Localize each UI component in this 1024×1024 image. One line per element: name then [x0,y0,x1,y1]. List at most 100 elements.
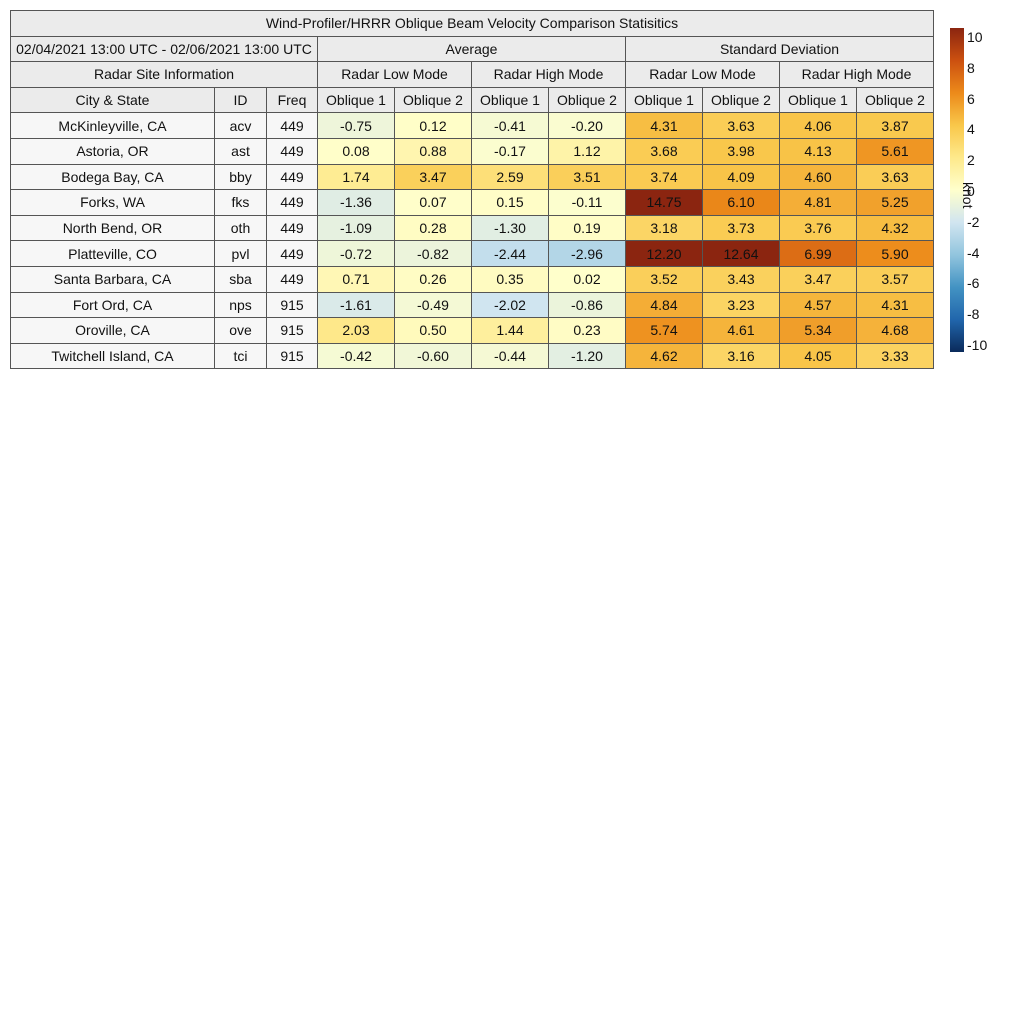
cell-std-low-oblique-1: 3.18 [625,214,703,242]
std-low-mode-header: Radar Low Mode [625,61,780,88]
site-freq: 915 [266,342,318,370]
cell-std-high-oblique-2: 5.90 [856,240,934,267]
cell-avg-low-oblique-1: -0.72 [317,240,395,267]
colorbar-unit-label: knot [960,182,976,209]
avg-low-mode-header: Radar Low Mode [317,61,472,88]
colorbar-tick-label: -6 [967,275,980,292]
cell-avg-high-oblique-2: 0.23 [548,317,626,344]
cell-avg-low-oblique-1: -1.61 [317,291,395,319]
cell-std-low-oblique-1: 4.84 [625,291,703,319]
site-freq: 449 [266,163,318,191]
site-freq: 449 [266,265,318,293]
cell-std-low-oblique-1: 3.68 [625,137,703,165]
table-row: North Bend, OR oth 449 -1.09 0.28 -1.30 0.19 3.… [10,214,934,242]
cell-std-high-oblique-2: 3.63 [856,163,934,191]
col-header-freq: Freq [266,86,318,114]
site-freq: 915 [266,317,318,344]
cell-std-high-oblique-2: 5.25 [856,189,934,216]
cell-std-high-oblique-2: 4.31 [856,291,934,319]
table-row: Twitchell Island, CA tci 915 -0.42 -0.60 -0.4… [10,342,934,370]
cell-std-high-oblique-2: 3.57 [856,265,934,293]
cell-std-low-oblique-1: 4.62 [625,342,703,370]
cell-std-high-oblique-2: 3.87 [856,112,934,139]
cell-std-high-oblique-1: 3.47 [779,265,857,293]
colorbar-tick-label: 10 [967,29,983,45]
cell-std-low-oblique-2: 12.64 [702,240,780,267]
cell-avg-low-oblique-2: 0.26 [394,265,472,293]
cell-avg-high-oblique-1: 2.59 [471,163,549,191]
cell-avg-low-oblique-1: 0.71 [317,265,395,293]
cell-std-high-oblique-1: 4.81 [779,189,857,216]
site-info-header: Radar Site Information [10,61,318,88]
cell-avg-low-oblique-1: 0.08 [317,137,395,165]
cell-avg-high-oblique-2: -1.20 [548,342,626,370]
cell-avg-high-oblique-2: -2.96 [548,240,626,267]
col-header-std-high-oblique-1: Oblique 1 [779,86,857,114]
cell-avg-low-oblique-2: 3.47 [394,163,472,191]
table-title: Wind-Profiler/HRRR Oblique Beam Velocity… [10,10,934,37]
cell-avg-high-oblique-2: 0.19 [548,214,626,242]
cell-avg-high-oblique-1: 1.44 [471,317,549,344]
col-header-id: ID [214,86,267,114]
cell-std-low-oblique-2: 6.10 [702,189,780,216]
table-row: Bodega Bay, CA bby 449 1.74 3.47 2.59 3.51 3.74… [10,163,934,191]
cell-std-low-oblique-2: 3.63 [702,112,780,139]
cell-avg-high-oblique-1: 0.15 [471,189,549,216]
cell-avg-high-oblique-2: 1.12 [548,137,626,165]
colorbar-tick-label: 6 [967,90,975,107]
cell-std-low-oblique-2: 3.43 [702,265,780,293]
cell-avg-low-oblique-2: 0.12 [394,112,472,139]
cell-avg-high-oblique-1: -0.17 [471,137,549,165]
cell-std-high-oblique-1: 4.06 [779,112,857,139]
colorbar-tick-label: -4 [967,244,980,261]
avg-high-mode-header: Radar High Mode [471,61,626,88]
cell-avg-high-oblique-1: -2.44 [471,240,549,267]
table-row: Oroville, CA ove 915 2.03 0.50 1.44 0.23 5.74 4.… [10,317,934,344]
table-row: Santa Barbara, CA sba 449 0.71 0.26 0.35 0.02 3… [10,265,934,293]
cell-std-high-oblique-2: 4.68 [856,317,934,344]
site-id: ove [214,317,267,344]
cell-std-low-oblique-1: 4.31 [625,112,703,139]
cell-std-high-oblique-1: 4.05 [779,342,857,370]
cell-std-high-oblique-2: 4.32 [856,214,934,242]
site-freq: 449 [266,189,318,216]
cell-avg-low-oblique-2: 0.88 [394,137,472,165]
site-city: North Bend, OR [10,214,215,242]
colorbar [950,28,964,352]
col-header-avg-low-oblique-2: Oblique 2 [394,86,472,114]
cell-avg-high-oblique-2: -0.20 [548,112,626,139]
site-freq: 449 [266,240,318,267]
cell-avg-low-oblique-1: -1.09 [317,214,395,242]
cell-avg-high-oblique-1: -0.44 [471,342,549,370]
cell-avg-low-oblique-1: -1.36 [317,189,395,216]
cell-avg-high-oblique-2: -0.11 [548,189,626,216]
cell-avg-high-oblique-2: 0.02 [548,265,626,293]
site-id: sba [214,265,267,293]
date-range: 02/04/2021 13:00 UTC - 02/06/2021 13:00 … [10,35,318,63]
cell-avg-low-oblique-2: 0.50 [394,317,472,344]
cell-std-low-oblique-2: 3.98 [702,137,780,165]
site-freq: 449 [266,112,318,139]
table-row: Platteville, CO pvl 449 -0.72 -0.82 -2.44 -2.9… [10,240,934,267]
site-city: McKinleyville, CA [10,112,215,139]
cell-std-low-oblique-1: 3.74 [625,163,703,191]
site-city: Fort Ord, CA [10,291,215,319]
site-city: Santa Barbara, CA [10,265,215,293]
site-city: Platteville, CO [10,240,215,267]
cell-std-high-oblique-1: 3.76 [779,214,857,242]
cell-avg-low-oblique-1: 2.03 [317,317,395,344]
site-city: Twitchell Island, CA [10,342,215,370]
site-city: Astoria, OR [10,137,215,165]
cell-avg-high-oblique-2: -0.86 [548,291,626,319]
cell-avg-low-oblique-2: -0.60 [394,342,472,370]
cell-std-high-oblique-1: 4.57 [779,291,857,319]
average-header: Average [317,35,626,63]
cell-std-high-oblique-1: 4.60 [779,163,857,191]
site-id: tci [214,342,267,370]
col-header-avg-high-oblique-1: Oblique 1 [471,86,549,114]
cell-avg-low-oblique-1: -0.75 [317,112,395,139]
table-row: McKinleyville, CA acv 449 -0.75 0.12 -0.41 -0.… [10,112,934,139]
cell-avg-high-oblique-1: -1.30 [471,214,549,242]
col-header-std-low-oblique-1: Oblique 1 [625,86,703,114]
site-id: acv [214,112,267,139]
